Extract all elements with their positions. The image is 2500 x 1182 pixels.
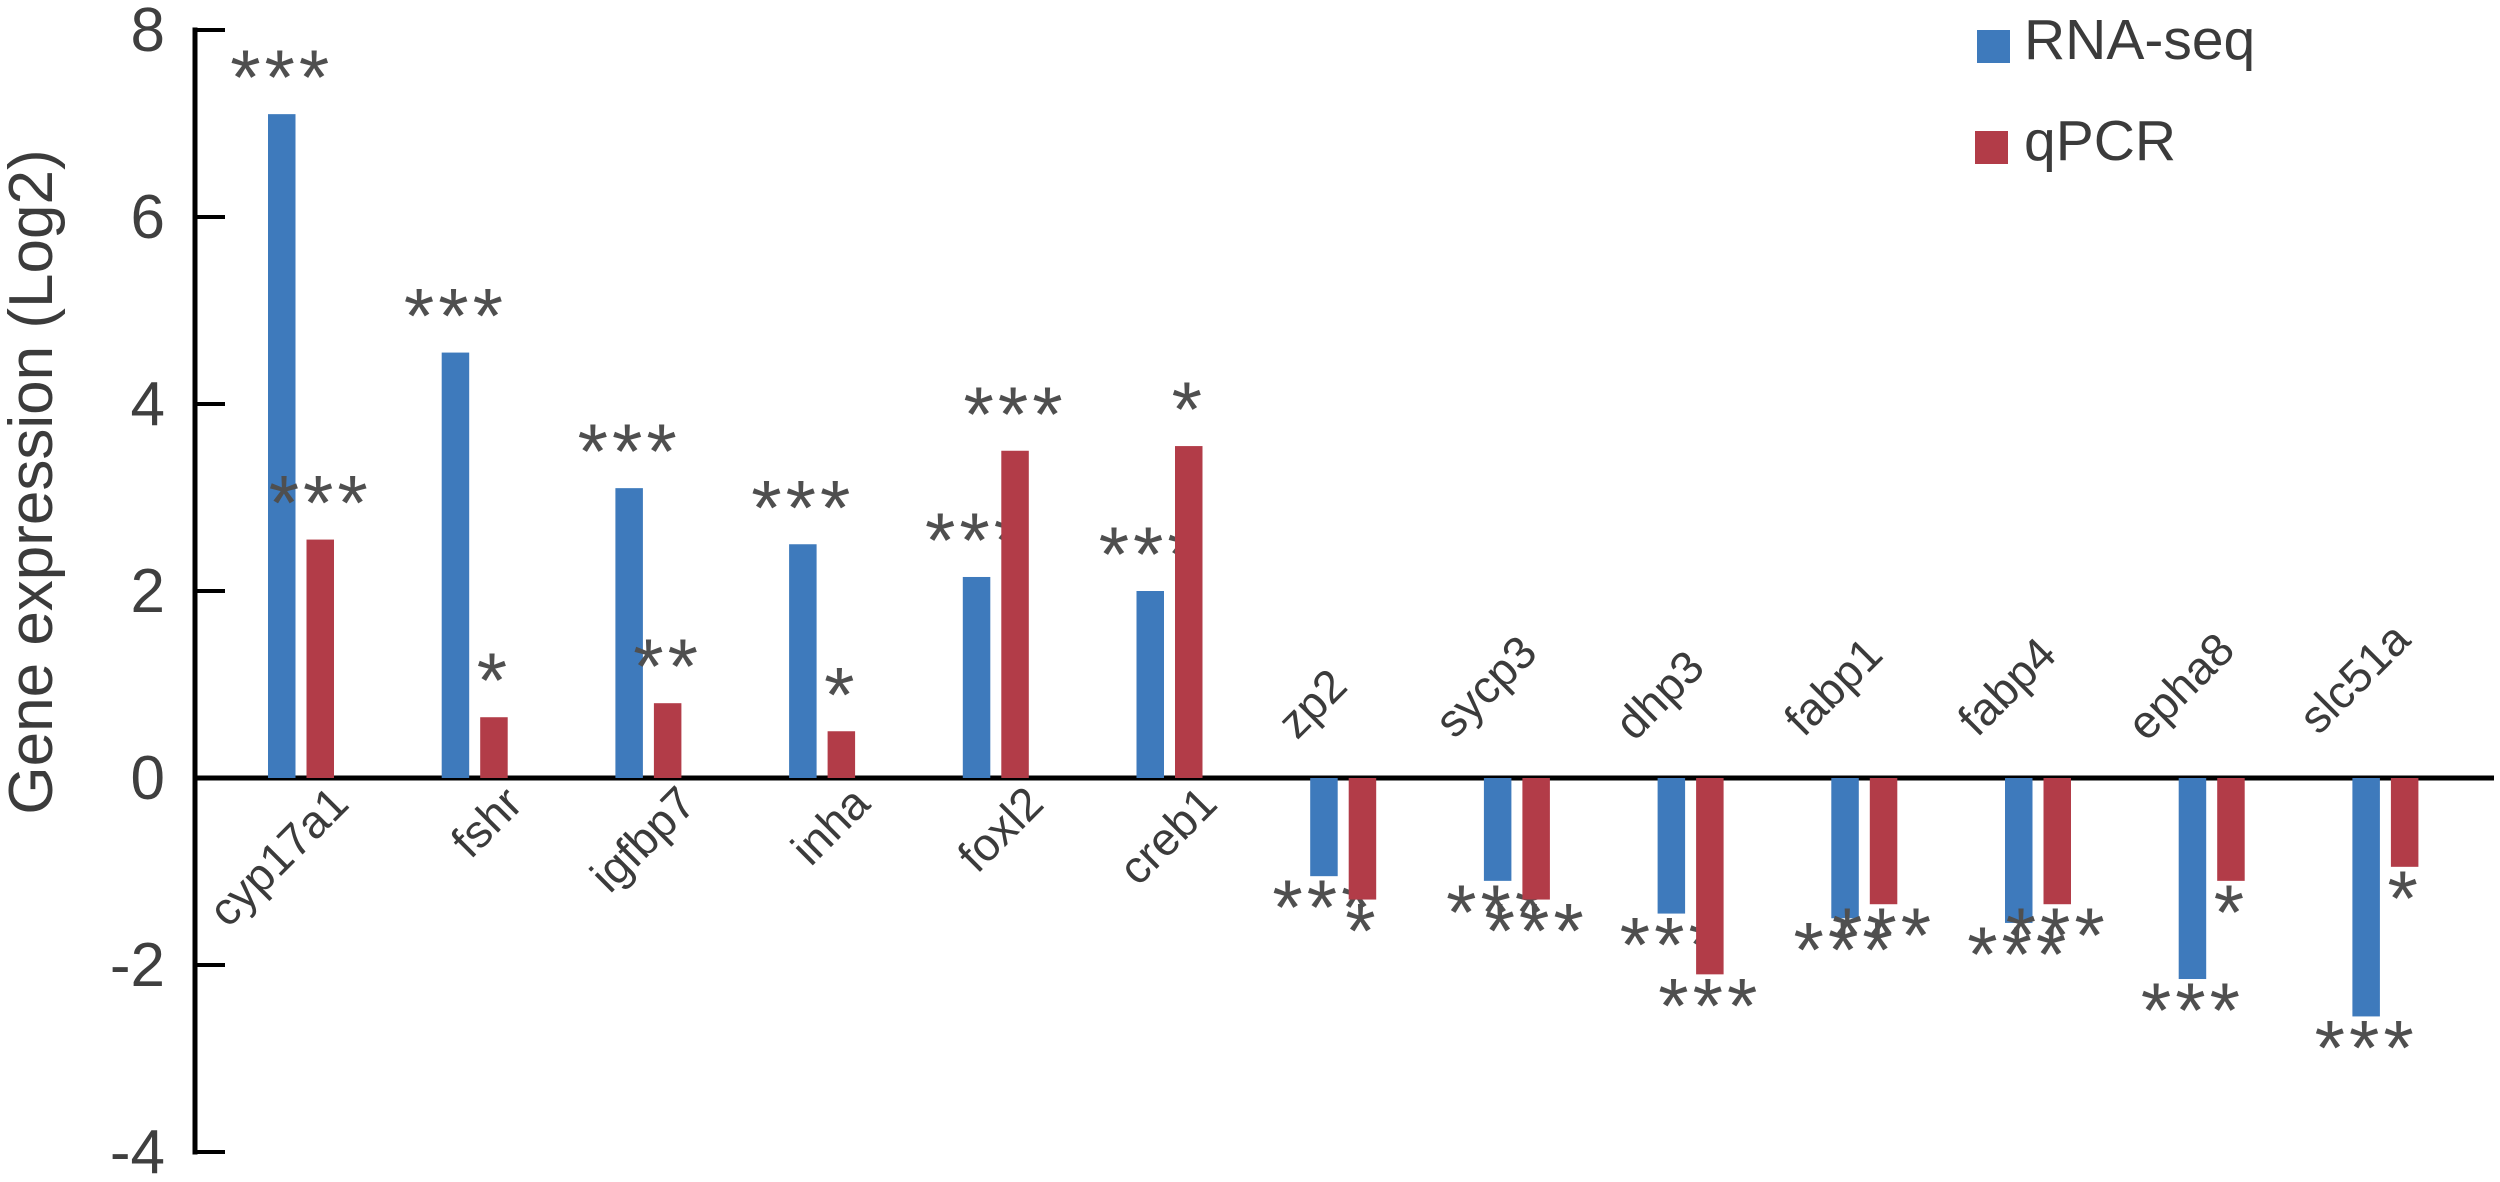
bar-qpcr-sycp3 (1522, 778, 1550, 900)
sig-rna-seq-fabp1: *** (1794, 905, 1897, 993)
x-label-dhp3: dhp3 (1605, 640, 1714, 749)
bar-rna-seq-zp2 (1310, 778, 1338, 877)
sig-rna-seq-cyp17a1: *** (230, 33, 333, 121)
sig-qpcr-dhp3: *** (1658, 961, 1761, 1049)
y-tick-label-4: 4 (131, 370, 165, 439)
bar-qpcr-fabp1 (1869, 778, 1898, 905)
sig-qpcr-cyp17a1: *** (269, 459, 372, 547)
legend-item-qpcr: qPCR (1975, 109, 2176, 173)
x-label-cyp17a1: cyp17a1 (198, 776, 358, 936)
x-label-sycp3: sycp3 (1425, 625, 1547, 747)
bar-qpcr-creb1 (1175, 446, 1203, 778)
sig-qpcr-epha8: * (2214, 868, 2248, 956)
sig-qpcr-slc51a: * (2387, 854, 2421, 942)
y-tick-label--4: -4 (110, 1118, 165, 1182)
bar-qpcr-fabp4 (2043, 778, 2071, 905)
bar-qpcr-epha8 (2217, 778, 2245, 881)
bar-qpcr-foxl2 (1001, 450, 1029, 778)
bar-qpcr-inha (827, 731, 856, 778)
sig-qpcr-igfbp7: ** (633, 622, 702, 710)
sig-rna-seq-inha: *** (751, 463, 854, 551)
legend: RNA-seq qPCR (1975, 8, 2255, 173)
sig-rna-seq-slc51a: *** (2315, 1003, 2418, 1091)
bar-rna-seq-slc51a (2352, 778, 2380, 1017)
y-axis-title: Gene expression (Log2) (0, 149, 66, 814)
bar-rna-seq-epha8 (2178, 778, 2207, 980)
bar-rna-seq-fabp1 (1831, 778, 1859, 919)
bar-rna-seq-sycp3 (1483, 778, 1512, 881)
bar-qpcr-igfbp7 (653, 703, 682, 778)
x-label-fabp4: fabp4 (1948, 627, 2066, 745)
sig-qpcr-foxl2: *** (964, 370, 1067, 458)
x-label-fshr: fshr (441, 776, 532, 867)
legend-label-qpcr: qPCR (2024, 109, 2176, 173)
y-tick-label-0: 0 (131, 744, 165, 813)
bar-qpcr-dhp3 (1696, 778, 1724, 975)
bar-rna-seq-inha (789, 544, 817, 778)
bar-qpcr-cyp17a1 (306, 539, 334, 778)
y-tick-label--2: -2 (110, 931, 165, 1000)
bar-qpcr-zp2 (1348, 778, 1377, 900)
x-label-epha8: epha8 (2117, 623, 2244, 750)
legend-label-rna-seq: RNA-seq (2024, 8, 2255, 72)
sig-rna-seq-igfbp7: *** (578, 407, 681, 495)
x-label-igfbp7: igfbp7 (580, 776, 705, 901)
x-label-slc51a: slc51a (2289, 612, 2420, 743)
bar-rna-seq-fabp4 (2005, 778, 2033, 923)
bar-rna-seq-igfbp7 (615, 488, 643, 778)
sig-qpcr-fabp4: *** (2006, 891, 2109, 979)
x-label-creb1: creb1 (1108, 776, 1226, 894)
x-label-foxl2: foxl2 (947, 776, 1052, 881)
x-label-inha: inha (781, 776, 880, 875)
plot-area: 86420-2-4******cyp17a1****fshr*****igfbp… (110, 0, 2494, 1182)
legend-swatch-qpcr (1975, 131, 2008, 164)
bar-rna-seq-foxl2 (962, 576, 991, 778)
sig-qpcr-inha: * (824, 650, 858, 738)
y-tick-label-2: 2 (131, 557, 165, 626)
bar-qpcr-fshr (480, 717, 508, 778)
sig-qpcr-creb1: * (1172, 365, 1206, 453)
sig-qpcr-zp2: * (1345, 887, 1379, 975)
sig-rna-seq-epha8: *** (2141, 966, 2244, 1054)
legend-item-rna-seq: RNA-seq (1977, 8, 2255, 72)
x-label-fabp1: fabp1 (1774, 627, 1892, 745)
bar-rna-seq-dhp3 (1657, 778, 1686, 914)
bar-rna-seq-fshr (441, 352, 470, 778)
sig-rna-seq-fabp4: *** (1967, 910, 2070, 998)
bar-qpcr-slc51a (2390, 778, 2419, 867)
sig-rna-seq-fshr: *** (404, 272, 507, 360)
sig-qpcr-sycp3: *** (1485, 887, 1588, 975)
bar-rna-seq-cyp17a1 (268, 114, 296, 778)
y-tick-label-8: 8 (131, 0, 165, 65)
x-label-zp2: zp2 (1267, 659, 1356, 748)
bar-rna-seq-creb1 (1136, 591, 1164, 778)
sig-qpcr-fabp1: *** (1832, 891, 1935, 979)
sig-qpcr-fshr: * (477, 636, 511, 724)
y-tick-label-6: 6 (131, 183, 165, 252)
legend-swatch-rna-seq (1977, 30, 2010, 63)
